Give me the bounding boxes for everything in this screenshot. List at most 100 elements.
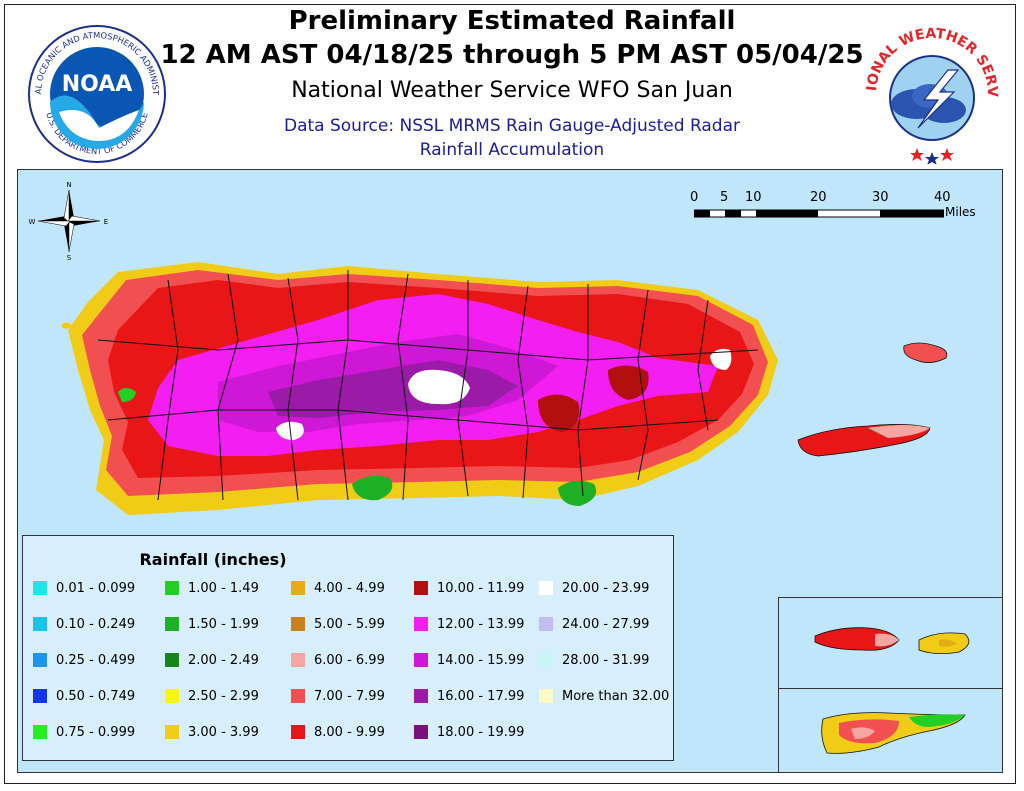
- legend-swatch: [165, 689, 179, 703]
- legend-swatch: [291, 653, 305, 667]
- legend-swatch: [33, 689, 47, 703]
- legend-item: 6.00 - 6.99: [291, 652, 385, 668]
- municipality-borders: [97, 270, 759, 501]
- data-source-line2: Rainfall Accumulation: [419, 140, 605, 160]
- scale-tick-label: 20: [810, 190, 827, 205]
- legend-item: 12.00 - 13.99: [414, 616, 524, 632]
- legend-item: 16.00 - 17.99: [414, 688, 524, 704]
- inset-st-thomas-st-john: [778, 597, 1002, 689]
- legend-swatch: [414, 653, 428, 667]
- legend-item: 0.50 - 0.749: [33, 688, 135, 704]
- legend-label: 16.00 - 17.99: [437, 688, 525, 704]
- puerto-rico-island: [68, 262, 778, 515]
- office-title: National Weather Service WFO San Juan: [291, 78, 733, 103]
- legend-swatch: [414, 581, 428, 595]
- legend-swatch: [539, 617, 553, 631]
- period-title: 12 AM AST 04/18/25 through 5 PM AST 05/0…: [160, 40, 864, 70]
- legend-label: 0.75 - 0.999: [56, 724, 136, 740]
- scale-bar: 0 5 10 20 30 40 Miles: [690, 190, 990, 230]
- legend-item: 0.75 - 0.999: [33, 724, 135, 740]
- legend-label: 0.50 - 0.749: [56, 688, 136, 704]
- legend-item: More than 32.00: [539, 688, 669, 704]
- legend-label: 2.50 - 2.99: [188, 688, 259, 704]
- legend-label: 4.00 - 4.99: [314, 580, 385, 596]
- legend-swatch: [291, 617, 305, 631]
- legend-item: 10.00 - 11.99: [414, 580, 524, 596]
- legend-title: Rainfall (inches): [139, 550, 287, 569]
- legend-swatch: [291, 689, 305, 703]
- legend-swatch: [33, 653, 47, 667]
- legend-label: More than 32.00: [562, 688, 670, 704]
- legend-swatch: [165, 617, 179, 631]
- legend-label: 7.00 - 7.99: [314, 688, 385, 704]
- scale-tick-label: 10: [745, 190, 762, 205]
- scale-tick-label: 40: [934, 190, 951, 205]
- compass-s: S: [67, 254, 72, 262]
- legend-item: 0.25 - 0.499: [33, 652, 135, 668]
- scale-unit: Miles: [945, 205, 976, 219]
- legend-item: 2.50 - 2.99: [165, 688, 259, 704]
- legend-label: 3.00 - 3.99: [188, 724, 259, 740]
- legend-item: 28.00 - 31.99: [539, 652, 649, 668]
- legend-label: 6.00 - 6.99: [314, 652, 385, 668]
- legend-item: 1.00 - 1.49: [165, 580, 259, 596]
- legend-item: 5.00 - 5.99: [291, 616, 385, 632]
- legend-swatch: [414, 617, 428, 631]
- legend-label: 12.00 - 13.99: [437, 616, 525, 632]
- legend-label: 2.00 - 2.49: [188, 652, 259, 668]
- inset-st-croix: [778, 688, 1002, 772]
- legend-label: 18.00 - 19.99: [437, 724, 525, 740]
- legend-item: 7.00 - 7.99: [291, 688, 385, 704]
- legend-item: 3.00 - 3.99: [165, 724, 259, 740]
- legend-label: 1.00 - 1.49: [188, 580, 259, 596]
- legend-item: 14.00 - 15.99: [414, 652, 524, 668]
- legend-item: 20.00 - 23.99: [539, 580, 649, 596]
- legend-item: 2.00 - 2.49: [165, 652, 259, 668]
- legend-swatch: [539, 581, 553, 595]
- legend-swatch: [539, 653, 553, 667]
- legend-label: 0.01 - 0.099: [56, 580, 136, 596]
- noaa-logo: NATIONAL OCEANIC AND ATMOSPHERIC ADMINIS…: [27, 24, 166, 163]
- noaa-text: NOAA: [62, 72, 133, 97]
- map-title: Preliminary Estimated Rainfall: [288, 6, 736, 36]
- legend-item: 24.00 - 27.99: [539, 616, 649, 632]
- legend-label: 0.25 - 0.499: [56, 652, 136, 668]
- legend-item: 1.50 - 1.99: [165, 616, 259, 632]
- legend-swatch: [165, 653, 179, 667]
- legend-item: 18.00 - 19.99: [414, 724, 524, 740]
- legend-swatch: [414, 725, 428, 739]
- rainfall-legend: Rainfall (inches) 0.01 - 0.099 0.10 - 0.2…: [22, 535, 674, 761]
- legend-item: 0.01 - 0.099: [33, 580, 135, 596]
- header: Preliminary Estimated Rainfall 12 AM AST…: [0, 0, 1024, 170]
- legend-swatch: [414, 689, 428, 703]
- nws-logo: NATIONAL WEATHER SERVICE: [862, 24, 1000, 164]
- compass-w: W: [29, 218, 36, 226]
- legend-swatch: [33, 617, 47, 631]
- scale-bar-graphic: [694, 209, 944, 218]
- data-source-line1: Data Source: NSSL MRMS Rain Gauge-Adjust…: [283, 116, 740, 136]
- scale-tick-label: 30: [872, 190, 889, 205]
- scale-tick-label: 5: [720, 190, 729, 205]
- legend-label: 28.00 - 31.99: [562, 652, 650, 668]
- legend-swatch: [165, 725, 179, 739]
- legend-label: 0.10 - 0.249: [56, 616, 136, 632]
- legend-label: 14.00 - 15.99: [437, 652, 525, 668]
- compass-e: E: [104, 218, 108, 226]
- legend-item: 8.00 - 9.99: [291, 724, 385, 740]
- legend-swatch: [291, 725, 305, 739]
- legend-label: 5.00 - 5.99: [314, 616, 385, 632]
- legend-label: 20.00 - 23.99: [562, 580, 650, 596]
- scale-tick-label: 0: [690, 190, 699, 205]
- legend-swatch: [165, 581, 179, 595]
- puerto-rico-map: [62, 262, 948, 515]
- legend-label: 10.00 - 11.99: [437, 580, 525, 596]
- legend-swatch: [291, 581, 305, 595]
- legend-swatch: [33, 725, 47, 739]
- legend-label: 8.00 - 9.99: [314, 724, 385, 740]
- legend-item: 4.00 - 4.99: [291, 580, 385, 596]
- legend-swatch: [539, 689, 553, 703]
- compass-n: N: [66, 181, 71, 189]
- culebra-island: [903, 342, 948, 363]
- legend-swatch: [33, 581, 47, 595]
- legend-label: 1.50 - 1.99: [188, 616, 259, 632]
